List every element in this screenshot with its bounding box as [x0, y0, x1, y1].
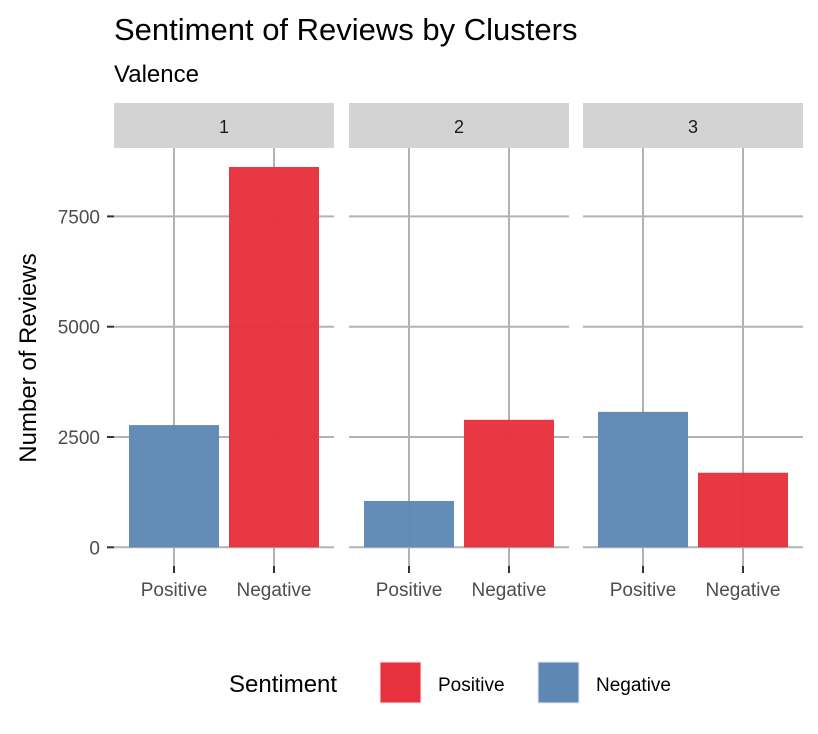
legend-label-negative: Negative	[596, 675, 671, 696]
bar-positive	[598, 411, 688, 548]
x-tick-label: Negative	[706, 580, 781, 601]
x-tick-label: Positive	[376, 580, 443, 601]
facet-strip-label: 1	[219, 117, 229, 137]
y-tick-label: 0	[89, 538, 100, 559]
x-tick-label: Positive	[610, 580, 677, 601]
x-tick-label: Negative	[237, 580, 312, 601]
facet-strip	[583, 103, 803, 148]
chart-subtitle: Valence	[114, 61, 199, 88]
x-tick-label: Negative	[472, 580, 547, 601]
facet-panels: 1 Positive Negative 2 Positive Negative 3 Posit…	[114, 103, 803, 601]
y-axis-labels: 0 2500 5000 7500	[58, 207, 114, 559]
y-tick-label: 5000	[58, 318, 100, 339]
facet-strip-label: 2	[454, 117, 464, 137]
bar-positive	[364, 500, 454, 548]
y-tick-label: 7500	[58, 207, 100, 228]
bar-positive	[129, 425, 219, 548]
facet-strip	[349, 103, 569, 148]
bar-negative	[698, 472, 788, 548]
legend-swatch-positive	[380, 662, 421, 703]
bar-negative	[229, 166, 319, 548]
facet-panel-1: 1 Positive Negative	[114, 103, 334, 601]
y-tick-label: 2500	[58, 428, 100, 449]
legend-label-positive: Positive	[438, 675, 505, 696]
chart-title: Sentiment of Reviews by Clusters	[114, 12, 577, 47]
facet-strip	[114, 103, 334, 148]
y-axis-title: Number of Reviews	[15, 253, 42, 462]
facet-strip-label: 3	[688, 117, 698, 137]
legend: Sentiment Positive Negative	[229, 661, 671, 704]
legend-title: Sentiment	[229, 671, 337, 698]
facet-panel-2: 2 Positive Negative	[349, 103, 569, 601]
x-tick-label: Positive	[141, 580, 208, 601]
legend-swatch-negative	[538, 662, 579, 703]
bar-negative	[464, 419, 554, 548]
facet-panel-3: 3 Positive Negative	[583, 103, 803, 601]
